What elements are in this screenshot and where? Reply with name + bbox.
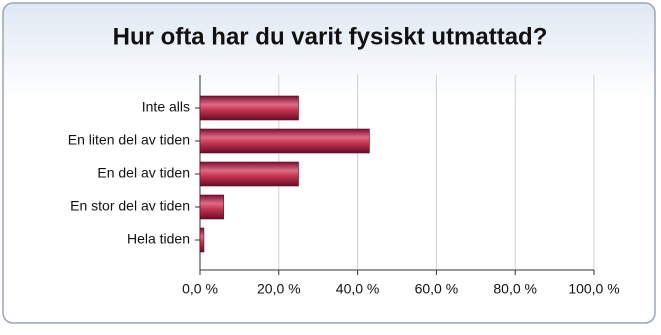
y-tick-label: En del av tiden <box>97 165 190 181</box>
card <box>2 2 656 324</box>
bar <box>199 227 205 253</box>
y-tick-label: Inte alls <box>142 99 190 115</box>
y-tick-label: Hela tiden <box>127 231 190 247</box>
x-tick-label: 20,0 % <box>257 281 301 297</box>
x-tick-label: 60,0 % <box>415 281 459 297</box>
bar <box>199 161 299 187</box>
x-tick-label: 80,0 % <box>493 281 537 297</box>
bar <box>199 95 299 121</box>
x-tick-label: 100,0 % <box>568 281 619 297</box>
x-tick-label: 40,0 % <box>336 281 380 297</box>
x-tick-label: 0,0 % <box>182 281 218 297</box>
y-tick-label: En stor del av tiden <box>70 198 190 214</box>
bar <box>199 194 224 220</box>
bar <box>199 128 370 154</box>
chart-title: Hur ofta har du varit fysiskt utmattad? <box>113 23 548 50</box>
y-tick-label: En liten del av tiden <box>68 132 190 148</box>
